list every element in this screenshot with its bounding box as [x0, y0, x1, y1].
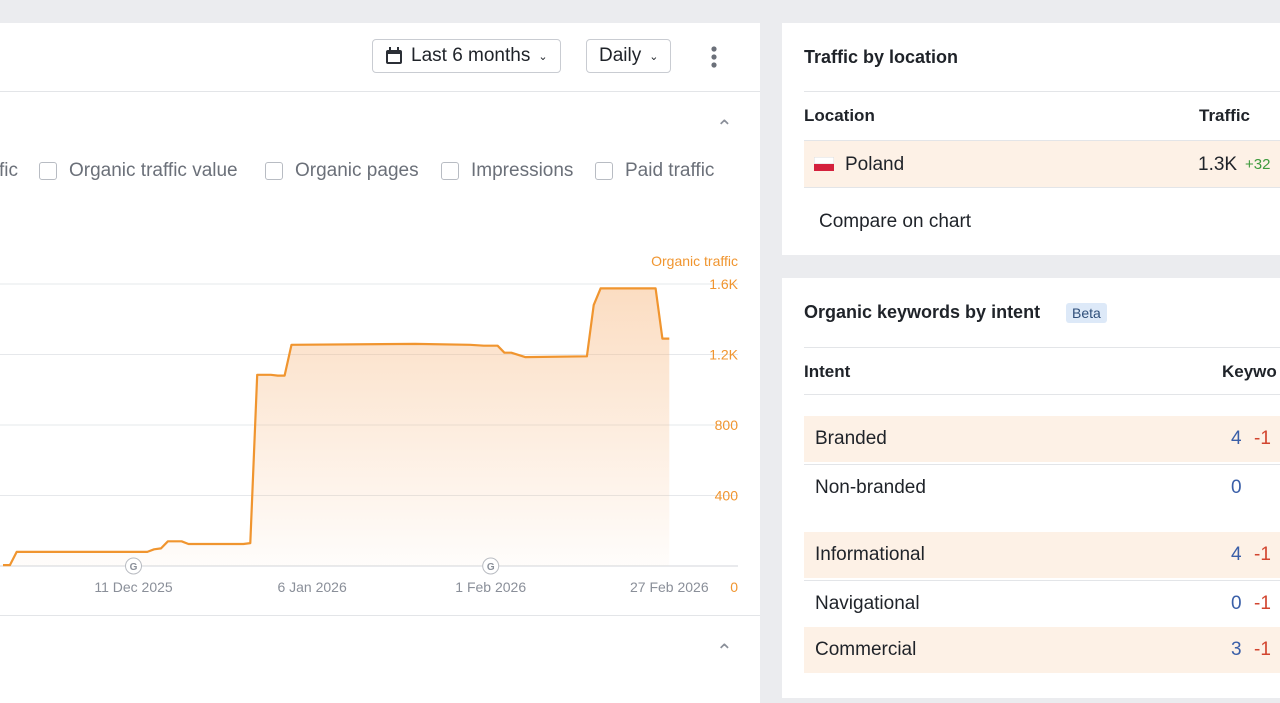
keyword-change: -1	[1254, 593, 1271, 614]
divider	[804, 91, 1280, 92]
keyword-count[interactable]: 0	[1231, 477, 1242, 498]
intent-row: Branded 4 -1	[804, 416, 1280, 462]
traffic-value: 1.3K	[1198, 154, 1238, 175]
y-tick-label: 1.6K	[709, 276, 738, 292]
metric-toggle[interactable]: Impressions	[441, 160, 573, 182]
calendar-icon	[386, 47, 402, 64]
checkbox[interactable]	[595, 162, 613, 180]
metric-label: Organic pages	[295, 160, 419, 181]
collapse-toggle[interactable]: ⌃	[716, 117, 733, 139]
update-marker-label: G	[487, 562, 495, 573]
x-tick-label: 1 Feb 2026	[455, 579, 526, 595]
collapse-toggle[interactable]: ⌃	[716, 641, 733, 663]
keyword-change: -1	[1254, 639, 1271, 660]
card-title: Organic keywords by intent	[804, 302, 1041, 322]
checkbox[interactable]	[441, 162, 459, 180]
column-header: Intent	[804, 362, 851, 381]
granularity: Daily	[599, 45, 642, 66]
y-tick-label: 400	[715, 488, 739, 504]
keyword-count[interactable]: 4	[1231, 544, 1242, 565]
date-range: Last 6 months	[411, 45, 531, 66]
column-header: Location	[804, 106, 875, 125]
location-row: Poland 1.3K +32	[804, 140, 1280, 188]
location-card: Traffic by location Location Traffic Pol…	[782, 23, 1280, 255]
keyword-count[interactable]: 3	[1231, 639, 1242, 660]
y-axis-title: Organic traffic	[651, 253, 738, 269]
intent-name: Non-branded	[815, 477, 926, 498]
x-tick-label: 6 Jan 2026	[277, 579, 346, 595]
update-marker-label: G	[130, 562, 138, 573]
intent-card: Organic keywords by intent Beta Intent K…	[782, 278, 1280, 698]
granularity-button[interactable]: Daily ⌄	[586, 39, 672, 73]
intent-name: Informational	[815, 544, 925, 565]
intent-row: Commercial 3 -1	[804, 627, 1280, 673]
page: {"toolbar": {"date_range": "Last 6 month…	[0, 23, 1280, 703]
metric-toggle[interactable]: Organic pages	[265, 160, 419, 182]
metric-label: Impressions	[471, 160, 574, 181]
card-title: Traffic by location	[804, 47, 959, 67]
divider	[804, 347, 1280, 348]
intent-row: Navigational 0 -1	[804, 580, 1280, 627]
intent-row: Informational 4 -1	[804, 532, 1280, 578]
location-name: Poland	[845, 154, 905, 175]
metric-label: fic	[0, 160, 18, 181]
x-tick-label: 27 Feb 2026	[630, 579, 709, 595]
keyword-change: -1	[1254, 428, 1271, 449]
intent-name: Commercial	[815, 639, 917, 660]
y-tick-label: 1.2K	[709, 347, 738, 363]
intent-row: Non-branded 0	[804, 464, 1280, 511]
x-tick-label: 11 Dec 2025	[94, 579, 173, 595]
metric-toggle[interactable]: Organic traffic value	[39, 160, 238, 182]
date-range-button[interactable]: Last 6 months ⌄	[372, 39, 561, 73]
line	[3, 287, 670, 567]
chart: Organic traffic 0 400 800 1.2K 1.6K 11 Dec 20…	[0, 253, 739, 595]
divider	[804, 394, 1280, 395]
keyword-count[interactable]: 4	[1231, 428, 1242, 449]
metric-toggle[interactable]: Paid traffic	[595, 160, 714, 182]
column-header: Traffic	[1199, 106, 1251, 125]
y-tick-label: 0	[730, 579, 738, 595]
flag-poland	[814, 157, 834, 171]
metric-label: Paid traffic	[625, 160, 715, 181]
keyword-count[interactable]: 0	[1231, 593, 1242, 614]
more-menu[interactable]	[710, 45, 718, 74]
beta-badge: Beta	[1066, 303, 1107, 323]
metric-toggle[interactable]: fic	[0, 160, 18, 182]
checkbox[interactable]	[265, 162, 283, 180]
intent-name: Navigational	[815, 593, 920, 614]
metric-label: Organic traffic value	[69, 160, 238, 181]
divider	[0, 91, 760, 92]
dots-icon	[711, 46, 717, 68]
divider	[0, 615, 760, 616]
compare-link[interactable]: Compare on chart	[819, 211, 972, 232]
intent-name: Branded	[815, 428, 887, 449]
area	[3, 288, 670, 566]
keyword-change: -1	[1254, 544, 1271, 565]
update-marker	[125, 557, 143, 575]
column-header: Keywo	[1222, 362, 1277, 381]
traffic-change: +32	[1245, 156, 1271, 173]
update-marker	[482, 557, 500, 575]
y-tick-label: 800	[715, 417, 739, 433]
checkbox[interactable]	[39, 162, 57, 180]
